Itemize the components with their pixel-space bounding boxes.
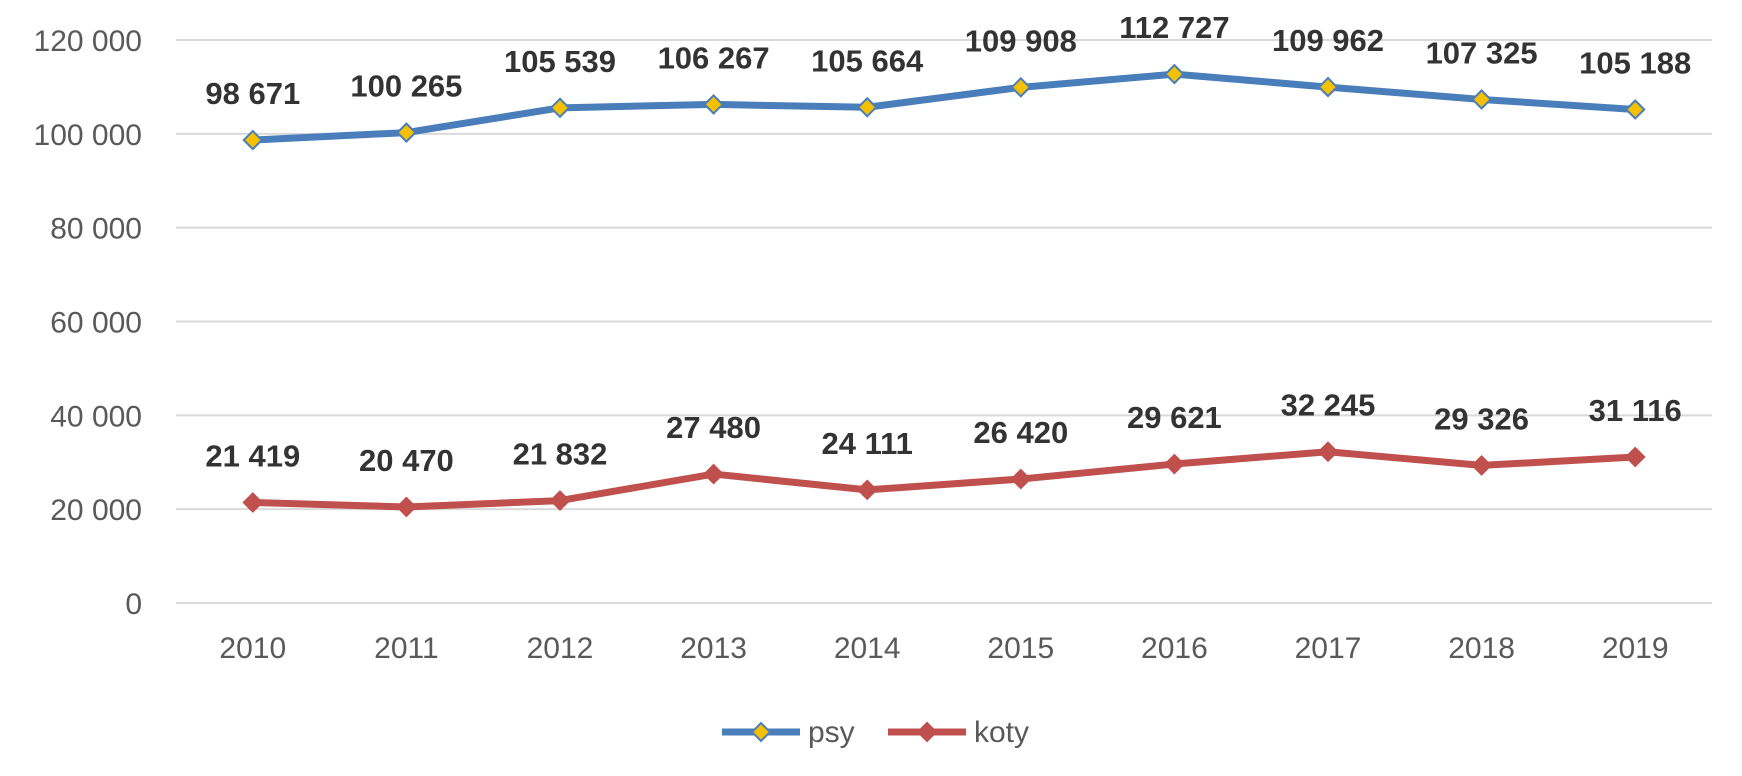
data-point-koty [242,492,264,513]
series-line-psy [249,70,1639,144]
data-label-koty: 20 470 [359,443,454,478]
y-tick-label: 120 000 [34,25,142,58]
legend-marker-koty [916,721,938,743]
legend: psy koty [722,716,1029,749]
legend-label-koty: koty [974,716,1029,749]
data-label-koty: 21 419 [205,439,300,474]
data-point-koty [1010,468,1032,490]
data-point-koty [856,479,878,501]
data-point-psy [549,97,571,119]
data-point-psy [242,129,264,151]
data-label-psy: 109 962 [1272,23,1384,58]
data-point-psy [1317,76,1339,98]
data-label-koty: 26 420 [973,415,1068,450]
x-tick-label: 2011 [374,632,439,665]
x-tick-label: 2014 [834,632,901,665]
y-tick-label: 20 000 [50,494,142,527]
data-label-psy: 106 267 [658,40,770,75]
x-tick-label: 2012 [527,632,594,665]
y-tick-label: 0 [125,588,142,621]
data-label-psy: 100 265 [350,69,462,104]
y-tick-label: 100 000 [34,119,142,152]
x-tick-label: 2010 [219,632,286,665]
data-point-psy [1163,63,1185,85]
data-label-psy: 105 188 [1579,45,1691,80]
data-label-psy: 98 671 [205,76,300,111]
series-line-koty [249,448,1639,511]
legend-marker-psy [750,721,772,743]
x-tick-label: 2019 [1602,632,1669,665]
data-labels: 98 671 100 265 105 539 106 267 105 664 109 90… [205,10,1691,478]
x-axis: 2010 2011 2012 2013 2014 2015 2016 2017 2018 2019 [219,632,1668,665]
data-point-psy [856,96,878,118]
series-layer [242,63,1646,518]
x-tick-label: 2017 [1295,632,1362,665]
data-point-psy [1471,89,1493,110]
y-tick-label: 80 000 [50,213,142,246]
data-label-psy: 109 908 [965,23,1077,58]
data-label-koty: 27 480 [666,410,761,445]
legend-label-psy: psy [808,716,855,749]
data-label-psy: 112 727 [1119,10,1229,45]
data-label-psy: 105 539 [504,44,616,79]
data-point-koty [1471,454,1493,476]
data-point-koty [1624,446,1646,468]
data-point-koty [703,463,725,485]
y-tick-label: 40 000 [50,400,142,433]
y-axis: 0 20 000 40 000 60 000 80 000 100 000 120 000 [34,25,142,621]
y-tick-label: 60 000 [50,307,142,340]
x-tick-label: 2016 [1141,632,1208,665]
data-point-koty [395,496,417,518]
data-label-psy: 107 325 [1426,35,1538,70]
data-point-koty [549,490,571,511]
data-label-koty: 21 832 [513,437,608,472]
data-label-koty: 29 621 [1127,400,1222,435]
data-point-psy [1010,76,1032,98]
data-label-koty: 32 245 [1281,388,1376,423]
data-point-koty [1163,453,1185,475]
data-point-koty [1317,441,1339,463]
x-tick-label: 2013 [680,632,747,665]
data-point-psy [395,122,417,144]
data-label-psy: 105 664 [811,43,924,78]
data-point-psy [1624,99,1646,120]
data-point-psy [703,94,725,115]
data-label-koty: 29 326 [1434,401,1529,436]
x-tick-label: 2018 [1448,632,1515,665]
x-tick-label: 2015 [987,632,1054,665]
data-label-koty: 31 116 [1589,393,1682,428]
data-label-koty: 24 111 [821,426,912,461]
